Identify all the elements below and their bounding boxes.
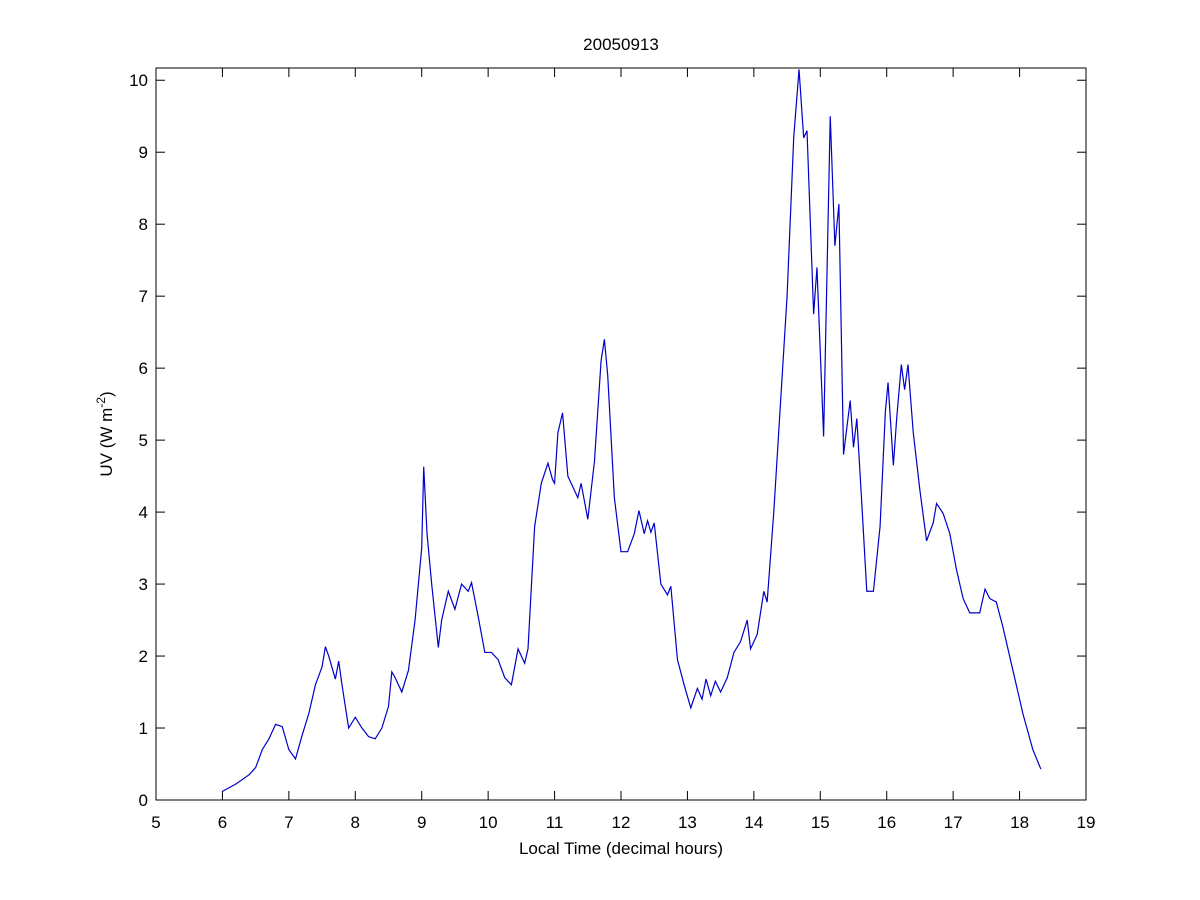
x-tick-label: 14 <box>744 813 763 832</box>
data-line <box>222 69 1042 792</box>
x-tick-label: 17 <box>944 813 963 832</box>
y-tick-label: 10 <box>129 71 148 90</box>
y-tick-label: 8 <box>139 215 148 234</box>
y-label-end: ) <box>97 391 116 397</box>
y-tick-label: 9 <box>139 143 148 162</box>
x-tick-label: 16 <box>877 813 896 832</box>
y-tick-label: 4 <box>139 503 148 522</box>
x-tick-label: 9 <box>417 813 426 832</box>
x-tick-label: 18 <box>1010 813 1029 832</box>
x-tick-label: 13 <box>678 813 697 832</box>
x-tick-label: 10 <box>479 813 498 832</box>
x-tick-label: 5 <box>151 813 160 832</box>
plot-frame <box>155 67 1087 801</box>
x-axis-label: Local Time (decimal hours) <box>519 839 723 858</box>
x-tick-label: 8 <box>351 813 360 832</box>
y-tick-label: 6 <box>139 359 148 378</box>
y-tick-label: 0 <box>139 791 148 810</box>
y-tick-label: 5 <box>139 431 148 450</box>
y-tick-label: 7 <box>139 287 148 306</box>
chart-title: 20050913 <box>583 35 659 54</box>
x-tick-label: 7 <box>284 813 293 832</box>
y-tick-label: 2 <box>139 647 148 666</box>
x-tick-label: 11 <box>546 813 564 832</box>
x-tick-label: 6 <box>218 813 227 832</box>
y-tick-label: 1 <box>139 719 148 738</box>
y-label-base: UV (W m <box>97 408 116 477</box>
y-label-sup: -2 <box>94 397 108 408</box>
x-tick-label: 12 <box>612 813 631 832</box>
x-tick-label: 19 <box>1077 813 1096 832</box>
x-tick-label: 15 <box>811 813 830 832</box>
y-tick-label: 3 <box>139 575 148 594</box>
y-axis-label: UV (W m-2) <box>94 391 116 476</box>
